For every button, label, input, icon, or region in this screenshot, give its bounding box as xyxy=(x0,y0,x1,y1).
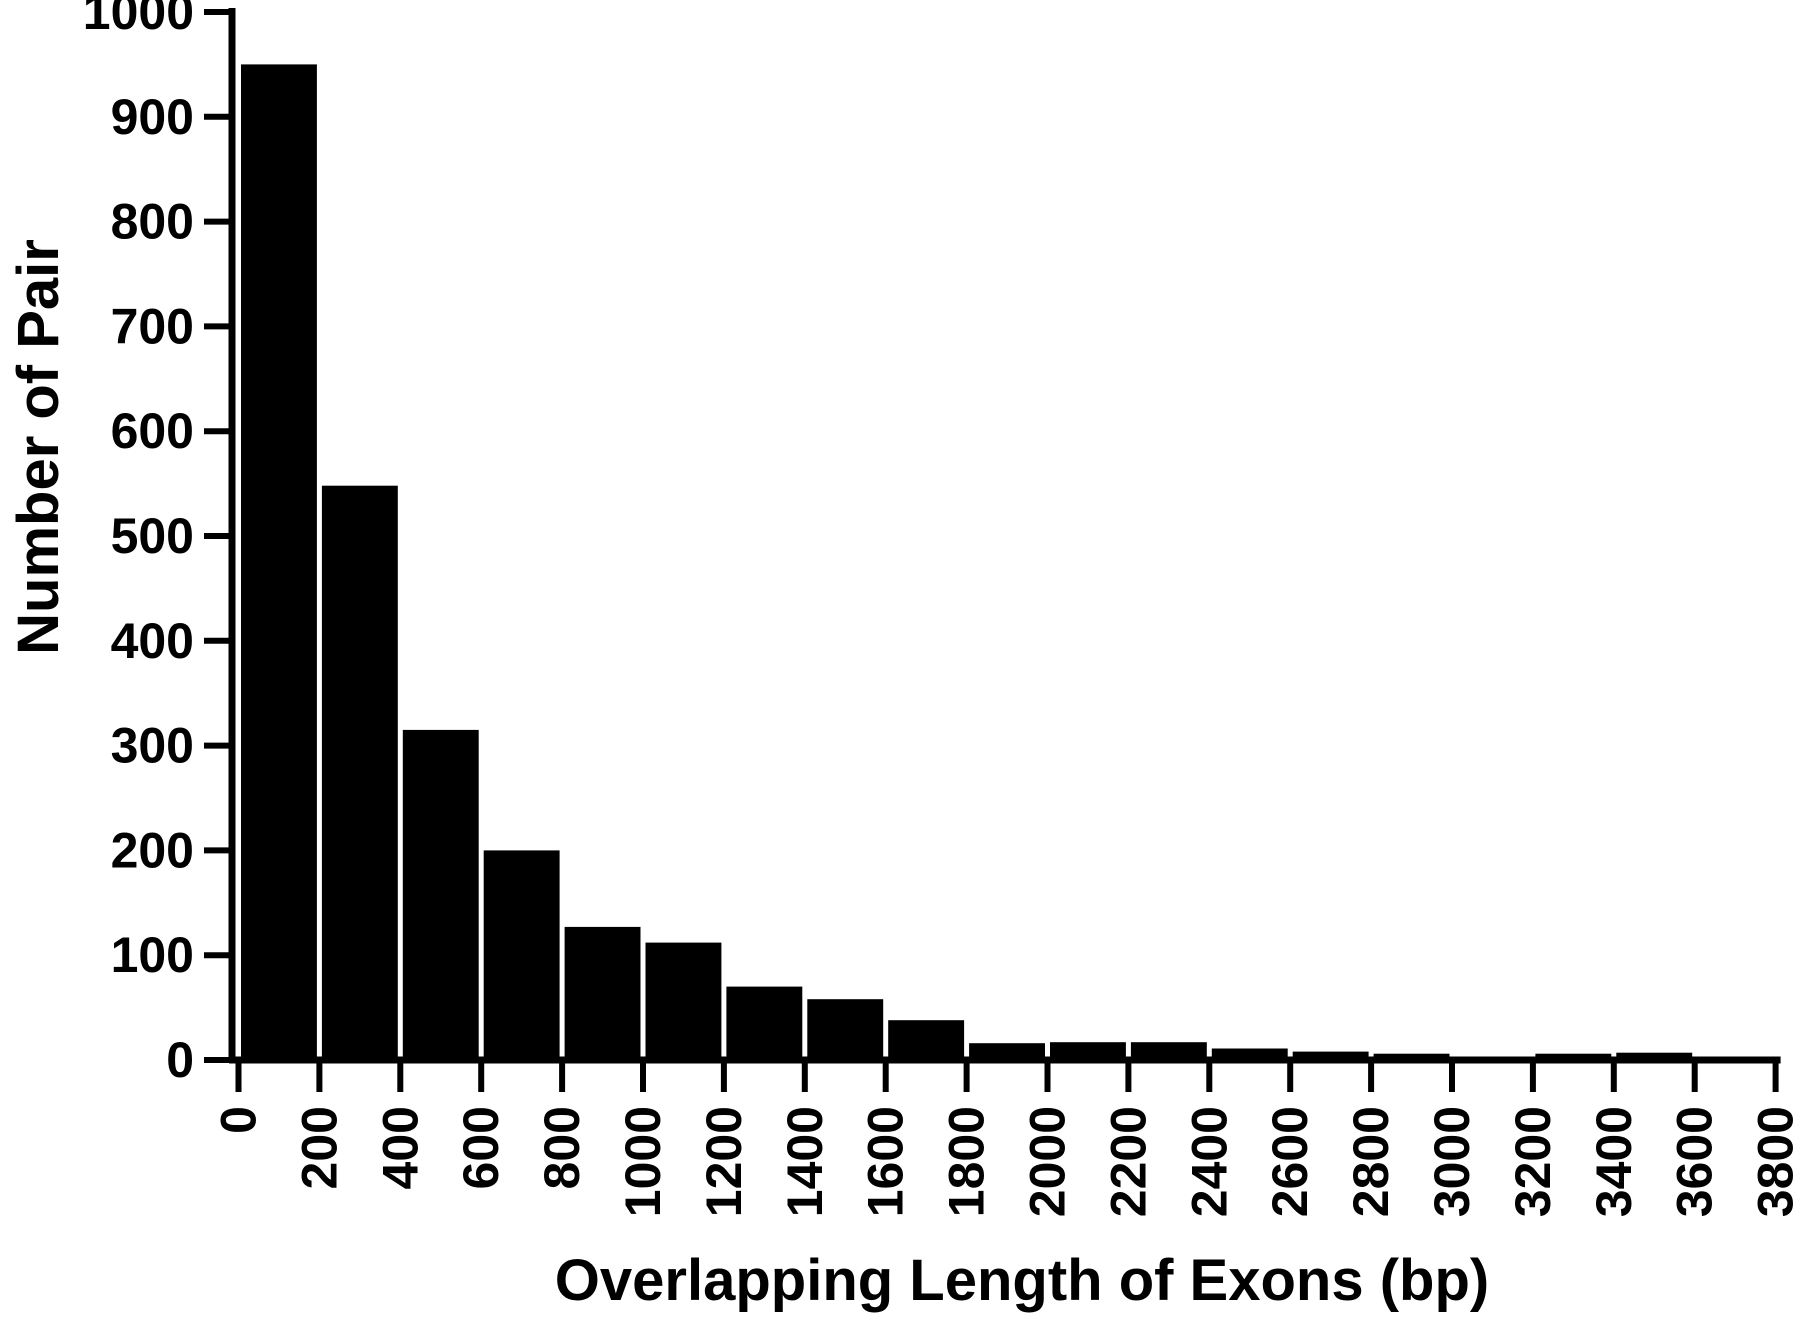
x-tick-label: 3800 xyxy=(1748,1106,1800,1217)
histogram-bar xyxy=(1292,1051,1369,1060)
x-tick-label: 2000 xyxy=(1020,1106,1076,1217)
x-tick-label: 0 xyxy=(211,1106,267,1134)
y-tick-label: 200 xyxy=(111,822,194,878)
x-tick-label: 2800 xyxy=(1343,1106,1399,1217)
histogram-bar xyxy=(241,64,317,1060)
y-tick-label: 700 xyxy=(111,298,194,354)
histogram-bar xyxy=(726,986,803,1060)
y-tick-label: 400 xyxy=(111,613,194,669)
histogram-bar xyxy=(483,850,560,1060)
bars-group xyxy=(241,64,1774,1060)
y-tick-label: 600 xyxy=(111,403,194,459)
x-tick-label: 1000 xyxy=(615,1106,671,1217)
x-tick-label: 3400 xyxy=(1586,1106,1642,1217)
y-tick-label: 0 xyxy=(166,1032,194,1088)
y-tick-label: 100 xyxy=(111,927,194,983)
histogram-bar xyxy=(888,1020,965,1060)
histogram-bar xyxy=(1130,1042,1207,1060)
x-tick-label: 1400 xyxy=(777,1106,833,1217)
y-axis-title: Number of Pair xyxy=(6,239,71,655)
y-tick-label: 900 xyxy=(111,89,194,145)
x-tick-label: 1200 xyxy=(696,1106,752,1217)
y-axis: 0 100 200 300 400 500 600 700 800 900 1000 xyxy=(83,0,236,1088)
x-axis: 0 200 400 600 800 1000 1200 1400 1600 1800 2000 220… xyxy=(211,1056,1800,1217)
histogram-bar xyxy=(807,999,884,1060)
x-tick-label: 3200 xyxy=(1505,1106,1561,1217)
histogram-bar xyxy=(1616,1052,1693,1060)
x-tick-label: 200 xyxy=(291,1106,347,1189)
histogram-bar xyxy=(1211,1048,1288,1060)
x-tick-label: 2200 xyxy=(1100,1106,1156,1217)
x-tick-label: 2400 xyxy=(1181,1106,1237,1217)
x-tick-label: 400 xyxy=(372,1106,428,1189)
x-tick-label: 2600 xyxy=(1262,1106,1318,1217)
histogram-bar xyxy=(645,942,722,1060)
x-tick-label: 800 xyxy=(534,1106,590,1189)
x-tick-label: 3600 xyxy=(1667,1106,1723,1217)
y-tick-label: 500 xyxy=(111,508,194,564)
y-tick-label: 800 xyxy=(111,194,194,250)
x-tick-label: 3000 xyxy=(1424,1106,1480,1217)
histogram-bar xyxy=(1050,1042,1126,1060)
histogram-bar xyxy=(402,729,479,1060)
x-tick-label: 1800 xyxy=(939,1106,995,1217)
y-tick-label: 1000 xyxy=(83,0,194,40)
x-tick-label: 600 xyxy=(453,1106,509,1189)
x-tick-label: 1600 xyxy=(858,1106,914,1217)
histogram-bar xyxy=(321,485,398,1060)
histogram-bar xyxy=(969,1043,1045,1060)
x-axis-title: Overlapping Length of Exons (bp) xyxy=(555,1248,1489,1313)
y-tick-label: 300 xyxy=(111,718,194,774)
histogram-bar xyxy=(564,926,641,1060)
